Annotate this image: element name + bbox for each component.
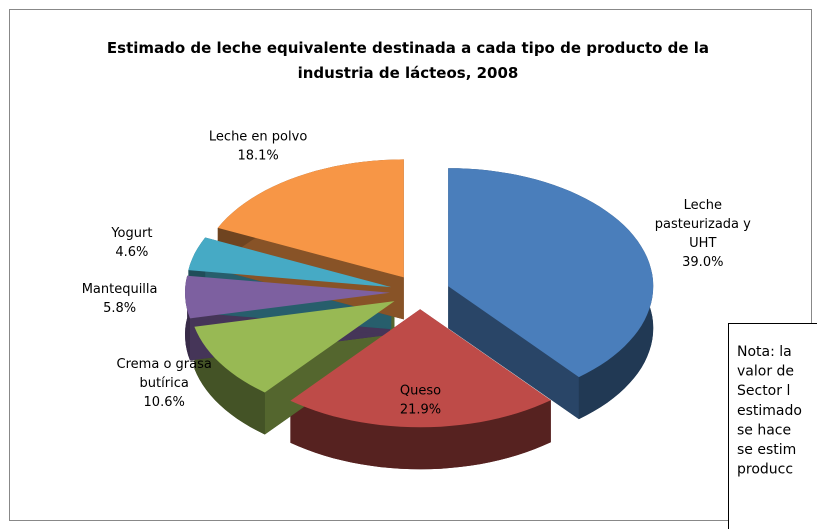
slice-label: Queso 21.9%	[400, 383, 441, 417]
note-box	[728, 323, 817, 529]
note-line: se estim	[737, 442, 796, 458]
slice-label: Yogurt 4.6%	[110, 226, 152, 260]
slice-label: Crema o grasa butírica 10.6%	[117, 356, 212, 409]
value-label: 18.1%	[237, 148, 278, 163]
value-label: 5.8%	[103, 301, 136, 316]
value-label: 10.6%	[144, 394, 185, 409]
slice-rim	[290, 400, 551, 470]
slice-wall	[448, 286, 579, 420]
slice-label: Leche pasteurizada y UHT 39.0%	[655, 197, 751, 269]
category-label: Crema o grasa butírica	[117, 356, 212, 390]
category-label: Yogurt	[110, 226, 152, 241]
category-label: Mantequilla	[82, 282, 158, 297]
slice	[448, 168, 654, 378]
category-line: Queso	[400, 383, 441, 398]
slice	[185, 275, 390, 319]
note-line: valor de	[737, 364, 794, 380]
category-line: Leche en polvo	[209, 129, 307, 144]
value-label: 4.6%	[115, 245, 148, 260]
category-label: Leche en polvo	[209, 129, 307, 144]
category-line: Yogurt	[110, 226, 152, 241]
slice	[194, 301, 395, 393]
category-line: pasteurizada y	[655, 216, 751, 231]
note-line: se hace	[737, 422, 791, 438]
category-line: Crema o grasa	[117, 356, 212, 371]
category-label: Leche pasteurizada y UHT	[655, 197, 751, 250]
slice-rim	[194, 326, 265, 435]
value-label: 21.9%	[400, 402, 441, 417]
note-line: producc	[737, 462, 793, 478]
category-label: Queso	[400, 383, 441, 398]
slice	[188, 237, 392, 288]
category-line: UHT	[689, 235, 716, 250]
pie	[185, 159, 654, 470]
category-line: butírica	[140, 375, 189, 390]
labels: Leche pasteurizada y UHT 39.0% Queso 21.9% Cre…	[82, 129, 751, 417]
slice	[217, 159, 404, 278]
note-line: Sector l	[737, 383, 790, 399]
slice-label: Leche en polvo 18.1%	[209, 129, 307, 163]
note: Nota: la valor de Sector l estimado se hace s…	[737, 344, 802, 478]
chart-title: Estimado de leche equivalente destinada …	[107, 39, 709, 82]
category-line: Leche	[684, 197, 722, 212]
slice-label: Mantequilla 5.8%	[82, 282, 158, 316]
category-line: Mantequilla	[82, 282, 158, 297]
note-line: estimado	[737, 403, 802, 419]
slice	[290, 309, 551, 428]
note-line: Nota: la	[737, 344, 792, 360]
value-label: 39.0%	[682, 254, 723, 269]
